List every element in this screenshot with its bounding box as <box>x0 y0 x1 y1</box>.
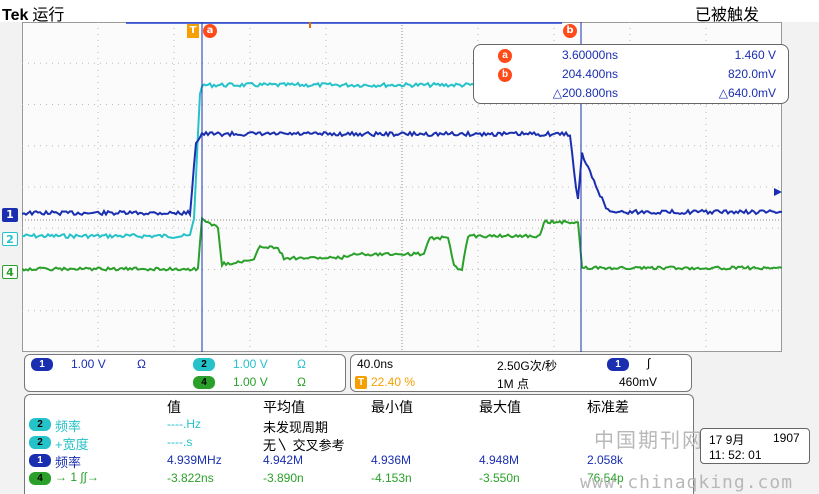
meas-max: -3.550n <box>479 471 520 485</box>
datetime-box: 17 9月 1907 11: 52: 01 <box>700 428 810 464</box>
measurement-panel: 值 平均值 最小值 最大值 标准差 2 频率 ----.Hz 未发现周期 2 +… <box>24 394 694 494</box>
ch2-coupling: Ω <box>297 357 306 371</box>
trigger-position-marker[interactable]: T <box>187 24 199 38</box>
meas-mean: 无〵 交叉参考 <box>263 438 345 453</box>
brand: Tek 运行 <box>2 1 64 25</box>
ch1-scale[interactable]: 1.00 V <box>71 357 106 371</box>
meas-value: ----.Hz <box>167 417 201 431</box>
record-length: 1M 点 <box>497 377 530 391</box>
ch2-ground-marker[interactable]: 2 <box>2 232 18 246</box>
ch1-coupling: Ω <box>137 357 146 371</box>
horizontal-scale[interactable]: 40.0ns <box>357 357 394 371</box>
cursor-readout: a 3.60000ns 1.460 V b 204.400ns 820.0mV … <box>473 44 789 104</box>
trigger-position-icon: T <box>355 376 367 389</box>
brand-logo: Tek <box>2 7 29 24</box>
meas-header-std: 标准差 <box>587 399 629 415</box>
cursor-delta-time: △200.800ns <box>552 86 618 100</box>
sample-rate: 2.50G次/秒 <box>497 359 558 373</box>
meas-header-max: 最大值 <box>479 399 521 415</box>
cursor-delta-row: △200.800ns △640.0mV <box>474 85 788 103</box>
cursor-a-row: a 3.60000ns 1.460 V <box>474 47 788 65</box>
run-state: 运行 <box>32 7 65 24</box>
ch1-badge[interactable]: 1 <box>31 358 53 371</box>
meas-value: -3.822ns <box>167 471 214 485</box>
ch4-ground-marker[interactable]: 4 <box>2 265 18 279</box>
ch2-scale[interactable]: 1.00 V <box>233 357 268 371</box>
meas-row[interactable]: 2 +宽度 ----.s 无〵 交叉参考 <box>25 433 693 453</box>
meas-label: → 1 ∫∫→ <box>55 470 99 484</box>
meas-mean: -3.890n <box>263 471 304 485</box>
meas-header-mean: 平均值 <box>263 399 305 415</box>
ch1-trace <box>22 129 782 218</box>
trigger-level[interactable]: 460mV <box>619 375 658 389</box>
meas-source-badge: 4 <box>29 472 51 485</box>
watermark-url: www.chinaqking.com <box>580 472 794 493</box>
meas-source-badge: 1 <box>29 454 51 467</box>
meas-row[interactable]: 1 频率 4.939MHz 4.942M 4.936M 4.948M 2.058… <box>25 451 693 470</box>
top-status-bar: Tek 运行 已被触发 <box>0 0 819 25</box>
date: 17 9月 <box>709 433 745 447</box>
meas-label: 频率 <box>55 455 82 470</box>
timebase-panel[interactable]: 40.0ns 2.50G次/秒 1 ∫ T 22.40 % 1M 点 460mV <box>350 354 692 392</box>
cursor-b-time: 204.400ns <box>561 67 618 81</box>
cursor-b-flag[interactable]: b <box>563 24 577 38</box>
meas-value: ----.s <box>167 435 193 449</box>
ch2-badge[interactable]: 2 <box>193 358 215 371</box>
cursor-a-time: 3.60000ns <box>561 48 618 62</box>
meas-min: -4.153n <box>371 471 412 485</box>
cursor-a-value: 1.460 V <box>734 48 776 62</box>
cursor-b-row: b 204.400ns 820.0mV <box>474 66 788 84</box>
ch4-coupling: Ω <box>297 375 306 389</box>
cursor-delta-value: △640.0mV <box>718 86 776 100</box>
ch4-trace <box>22 216 782 272</box>
meas-label: +宽度 <box>55 437 89 452</box>
cursor-a-flag[interactable]: a <box>203 24 217 38</box>
meas-std: 2.058k <box>587 453 624 467</box>
trigger-source-badge[interactable]: 1 <box>607 358 629 371</box>
meas-row[interactable]: 4 → 1 ∫∫→ -3.822ns -3.890n -4.153n -3.55… <box>25 469 693 487</box>
ch4-badge[interactable]: 4 <box>193 376 215 389</box>
trigger-slope-icon: ∫ <box>647 356 651 370</box>
year: 1907 <box>773 431 800 445</box>
meas-row[interactable]: 2 频率 ----.Hz 未发现周期 <box>25 415 693 435</box>
waveform-plot[interactable] <box>22 22 782 352</box>
meas-source-badge: 2 <box>29 418 51 431</box>
trigger-level-arrow <box>774 188 782 196</box>
trigger-status: 已被触发 <box>694 7 759 24</box>
meas-value: 4.939MHz <box>167 453 222 467</box>
cursor-a-badge: a <box>498 49 512 63</box>
trigger-position[interactable]: 22.40 % <box>371 375 416 389</box>
meas-header-value: 值 <box>167 399 181 415</box>
cursor-b-badge: b <box>498 68 512 82</box>
meas-min: 4.936M <box>371 453 412 467</box>
ch1-ground-marker[interactable]: 1 <box>2 208 18 222</box>
meas-std: 76.54p <box>587 471 624 485</box>
watermark-cn: 中国期刊网 <box>594 428 704 452</box>
meas-mean: 未发现周期 <box>263 420 329 435</box>
time: 11: 52: 01 <box>709 448 762 462</box>
channel-settings-panel[interactable]: 1 1.00 V Ω 2 1.00 V Ω 4 1.00 V Ω <box>24 354 346 392</box>
meas-source-badge: 2 <box>29 436 51 449</box>
meas-label: 频率 <box>55 419 82 434</box>
meas-header-min: 最小值 <box>371 399 413 415</box>
cursor-b-value: 820.0mV <box>727 67 776 81</box>
meas-max: 4.948M <box>479 453 520 467</box>
meas-mean: 4.942M <box>263 453 304 467</box>
ch4-scale[interactable]: 1.00 V <box>233 375 268 389</box>
